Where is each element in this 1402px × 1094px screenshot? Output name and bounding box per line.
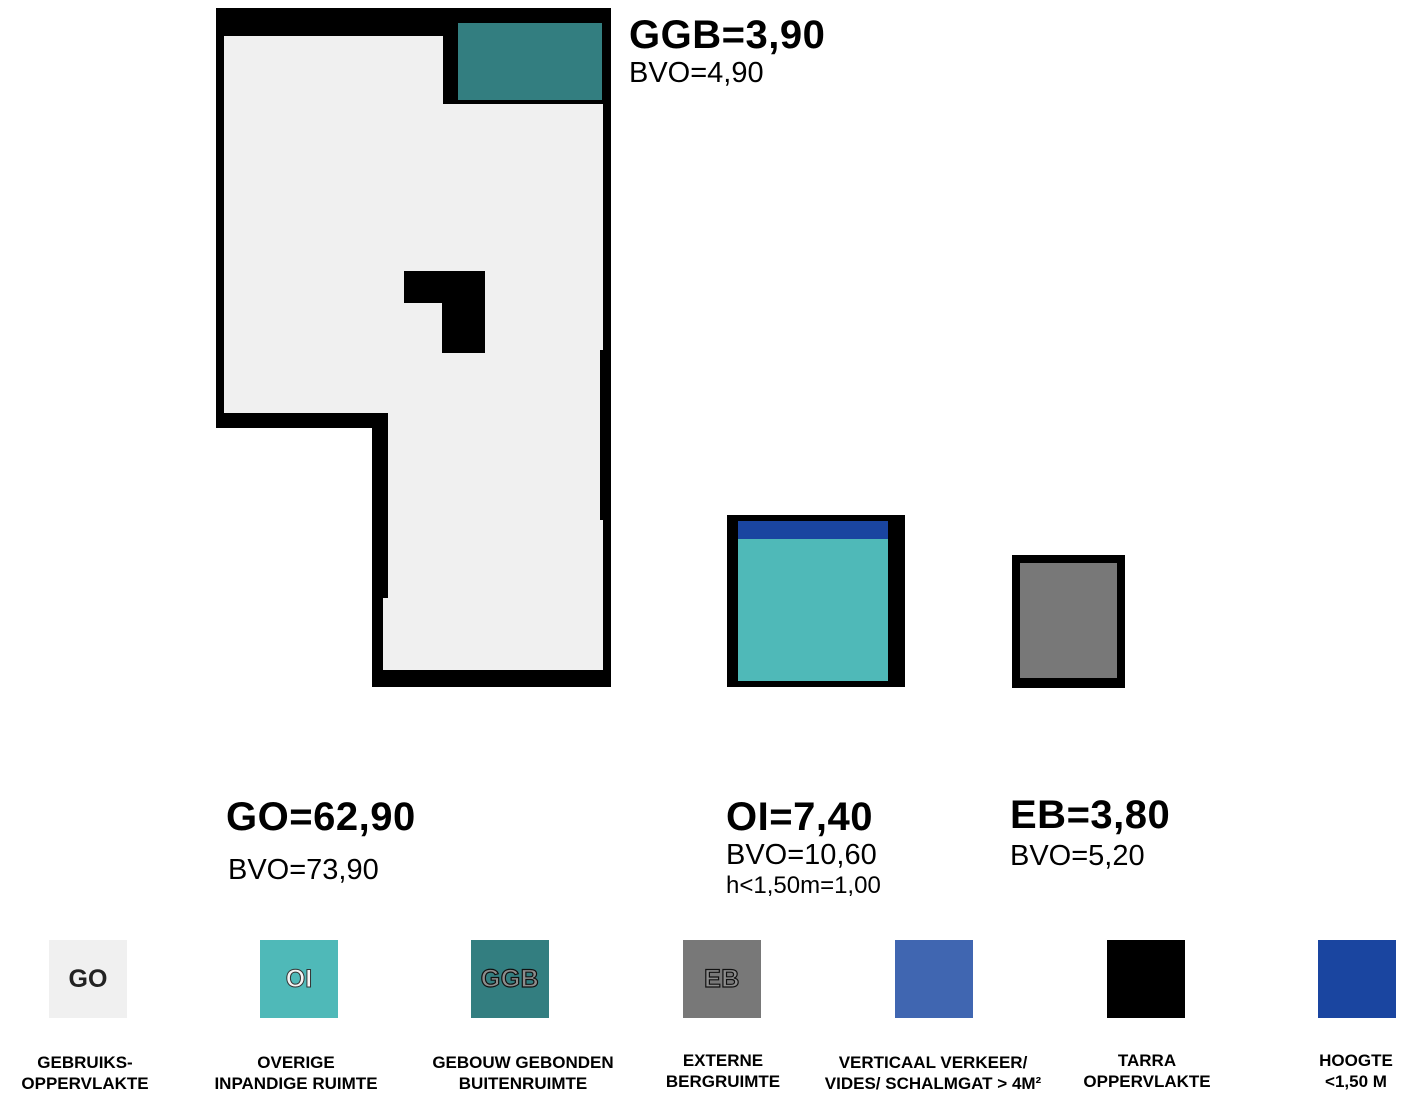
eb-area-fill [1020,563,1117,678]
eb-area-bvo: BVO=5,20 [1010,840,1145,872]
legend-swatch-tarra [1107,940,1185,1018]
ggb-area-fill [458,23,602,100]
eb-area-title: EB=3,80 [1010,793,1171,837]
legend-swatch-eb: EB [683,940,761,1018]
legend-swatch-ggb: GGB [471,940,549,1018]
go-area-bvo: BVO=73,90 [228,854,379,886]
legend-swatch-go: GO [49,940,127,1018]
legend-code-eb: EB [704,964,740,993]
legend-swatch-low-height [1318,940,1396,1018]
oi-area-title: OI=7,40 [726,795,873,839]
legend-label-tarra: TARRA OPPERVLAKTE [1083,1051,1211,1091]
legend-label-go: GEBRUIKS- OPPERVLAKTE [21,1053,149,1093]
legend-code-ggb: GGB [480,964,540,993]
legend-label-low-height: HOOGTE <1,50 M [1319,1051,1393,1091]
shaft-tarra [404,271,485,353]
ggb-area-bvo: BVO=4,90 [629,57,764,89]
legend-label-vertical-traffic: VERTICAAL VERKEER/ VIDES/ SCHALMGAT > 4M… [824,1053,1042,1093]
legend-swatch-vertical-traffic [895,940,973,1018]
legend-code-oi: OI [285,964,313,993]
oi-area-low-height: h<1,50m=1,00 [726,872,881,899]
legend-code-go: GO [68,964,108,993]
ggb-area-title: GGB=3,90 [629,13,826,57]
go-area-title: GO=62,90 [226,795,416,839]
legend-label-oi: OVERIGE INPANDIGE RUIMTE [214,1053,378,1093]
oi-area-bvo: BVO=10,60 [726,839,877,871]
legend-label-ggb: GEBOUW GEBONDEN BUITENRUIMTE [432,1053,614,1093]
oi-low-height-strip [738,521,888,539]
legend-swatch-oi: OI [260,940,338,1018]
oi-area-fill [738,521,888,681]
go-area-fill [224,36,603,670]
legend-label-eb: EXTERNE BERGRUIMTE [665,1051,781,1091]
